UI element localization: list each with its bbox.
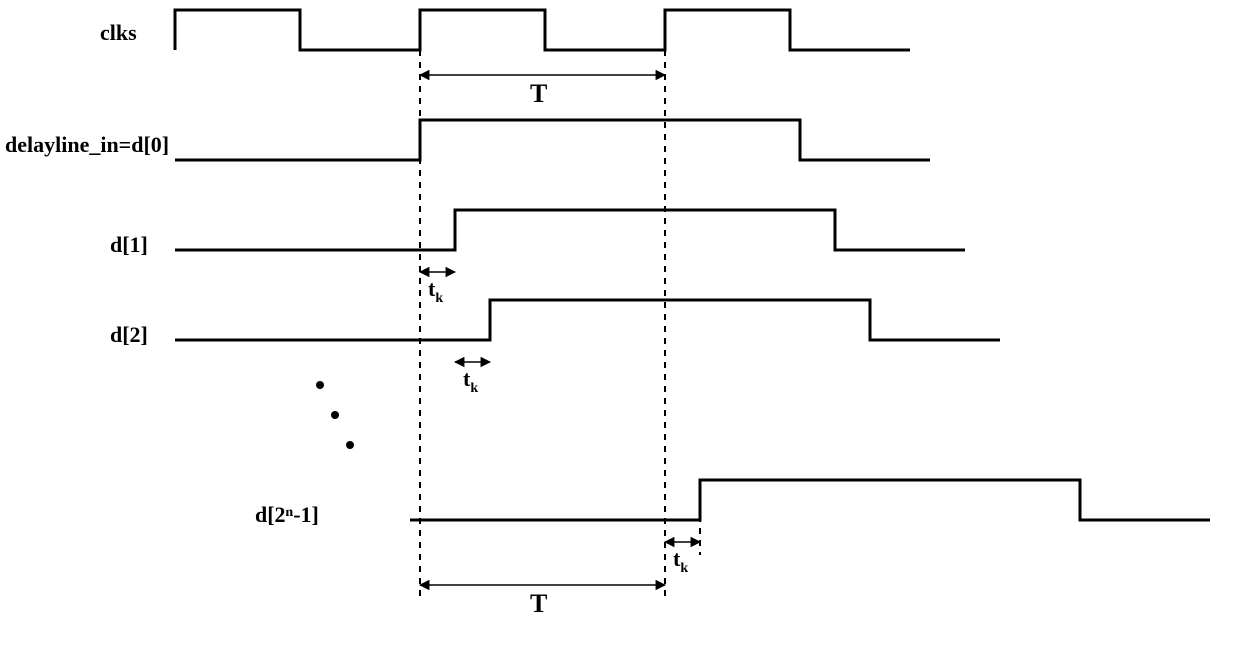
dim-T-bot-label: T [530,589,547,618]
ellipsis-dot [316,381,324,389]
signal-dn [410,480,1210,520]
label-d1: d[1] [110,232,148,257]
signal-d0 [175,120,930,160]
label-clks: clks [100,20,137,45]
signal-clks [175,10,910,50]
label-dn: d[2ⁿ-1] [255,502,319,527]
dim-T-top-label: T [530,79,547,108]
signal-d2 [175,300,1000,340]
label-d0: delayline_in=d[0] [5,132,169,157]
dim-tk1-label: tk [428,276,443,306]
ellipsis-dot [346,441,354,449]
dim-tk3-label: tk [673,546,688,576]
label-d2: d[2] [110,322,148,347]
signal-d1 [175,210,965,250]
dim-tk2-label: tk [463,366,478,396]
ellipsis-dot [331,411,339,419]
